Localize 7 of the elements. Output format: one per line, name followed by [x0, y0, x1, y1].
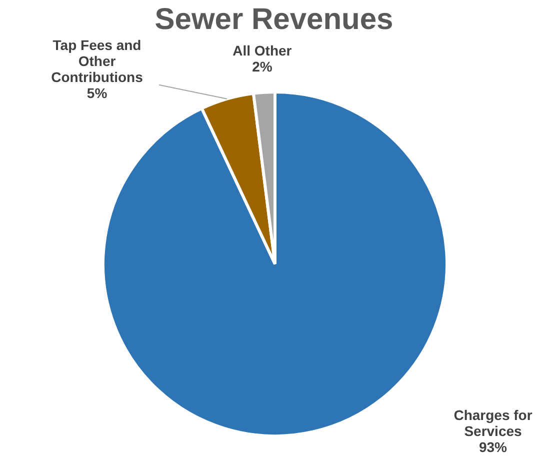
- data-label: 5%: [86, 84, 108, 101]
- chart-title: Sewer Revenues: [154, 2, 394, 36]
- slice-label: Tap Fees and Other Contributions: [51, 36, 144, 85]
- slice-label: Charges for Services: [454, 407, 533, 439]
- data-label: 2%: [252, 58, 273, 74]
- data-label: 93%: [478, 439, 508, 455]
- slice-label: All Other: [232, 42, 292, 58]
